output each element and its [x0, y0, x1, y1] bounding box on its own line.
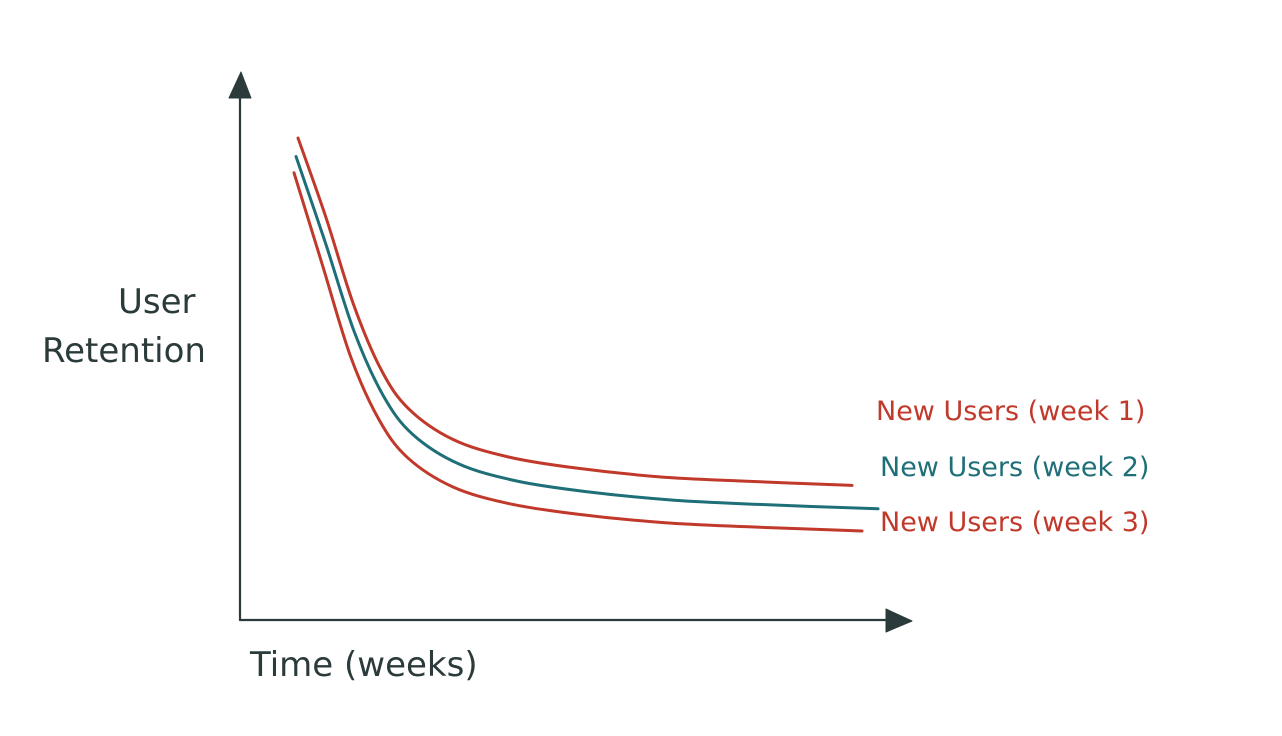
series-line-2: [294, 155, 880, 511]
y-axis-label-line-2: Retention: [42, 331, 206, 371]
series-label-1: New Users (week 1): [876, 396, 1145, 427]
series-label-3: New Users (week 3): [880, 507, 1149, 538]
y-axis-arrowhead: [228, 71, 252, 99]
x-axis-arrowhead: [885, 608, 913, 633]
x-axis-label: Time (weeks): [249, 645, 478, 685]
x-axis: [238, 608, 913, 633]
series-group: New Users (week 1) New Users (week 2) New …: [292, 136, 1149, 538]
y-axis-label-line-1: User: [118, 282, 196, 322]
series-label-2: New Users (week 2): [880, 452, 1149, 483]
y-axis: [228, 71, 252, 622]
series-line-1: [296, 136, 854, 487]
series-line-3: [292, 171, 864, 533]
